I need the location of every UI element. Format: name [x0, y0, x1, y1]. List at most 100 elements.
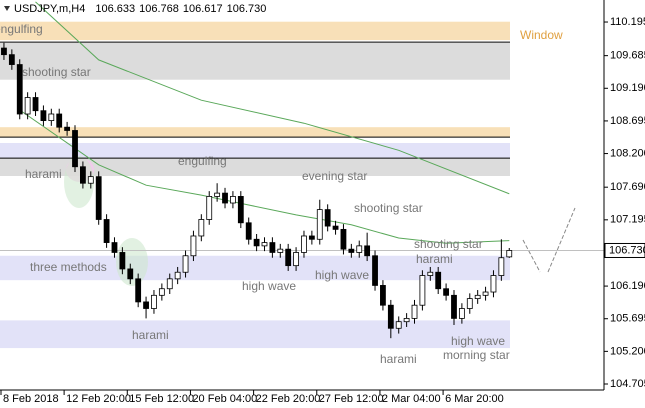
candle-body [166, 278, 173, 290]
x-tick-label: 2 Mar 04:00 [382, 393, 441, 405]
candle-body [293, 252, 299, 267]
x-tick-label: 12 Feb 20:00 [66, 393, 131, 405]
menu-icon [4, 6, 10, 11]
candle-body [372, 255, 378, 286]
candle-body [24, 97, 31, 115]
candle-body [64, 126, 71, 131]
annotation: engulfing [0, 22, 43, 36]
candle-body [427, 271, 434, 276]
candle-body [435, 271, 442, 290]
projection [547, 207, 576, 273]
candle-body [230, 196, 236, 204]
quote: 106.768 [139, 3, 179, 15]
quote: 106.617 [183, 3, 223, 15]
annotation: shooting star [414, 237, 483, 251]
highlight [64, 156, 94, 208]
candle-body [48, 113, 55, 121]
y-tick-label: 107.195 [610, 214, 645, 226]
annotation: harami [132, 328, 169, 342]
candle-body [285, 248, 292, 267]
annotation: evening star [302, 169, 367, 183]
candle-body [111, 242, 118, 253]
y-tick-label: 105.200 [610, 345, 645, 357]
candle-body [158, 288, 165, 296]
candle-body [174, 271, 181, 280]
x-tick-label: 15 Feb 12:00 [129, 393, 194, 405]
price-box [604, 242, 645, 258]
candle-body [253, 238, 260, 247]
candle-body [245, 222, 252, 240]
projection [522, 239, 541, 273]
candle-body [419, 275, 426, 306]
x-tick-label: 20 Feb 04:00 [192, 393, 257, 405]
candle-body [87, 176, 94, 184]
candle-body [451, 294, 457, 319]
annotation: morning star [443, 348, 510, 362]
symbol: USDJPY,m,H4 [14, 3, 85, 15]
zone [0, 21, 510, 41]
candle-body [474, 294, 481, 300]
candle-body [340, 228, 347, 250]
moving-average [35, 1, 510, 195]
zone [0, 42, 510, 80]
zone [0, 158, 510, 176]
candle-body [356, 245, 363, 253]
y-tick-label: 109.685 [610, 50, 645, 62]
candle-body [316, 209, 323, 240]
annotation: shooting star [22, 65, 91, 79]
candle-body [8, 54, 15, 65]
annotation: engulfing [178, 154, 227, 168]
candle-body [395, 321, 402, 329]
x-tick-label: 8 Feb 2018 [3, 393, 59, 405]
candle-body [364, 245, 371, 257]
candle-body [95, 176, 102, 220]
annotation: three methods [30, 260, 107, 274]
candle-body [143, 301, 149, 309]
candle-body [190, 235, 197, 257]
y-tick-label: 108.695 [610, 115, 645, 127]
annotation: harami [416, 252, 453, 266]
candle-body [380, 285, 386, 306]
annotation: harami [380, 352, 417, 366]
candle-body [277, 248, 284, 253]
candle-body [498, 257, 505, 276]
candle-body [403, 317, 410, 323]
candle-body [269, 242, 276, 253]
candle-body [324, 209, 331, 227]
candle-body [198, 219, 205, 237]
candle-body [458, 308, 465, 319]
candle-body [214, 192, 221, 197]
candle-body [443, 288, 449, 296]
zone [0, 127, 510, 138]
candle-body [466, 298, 473, 309]
zone [0, 320, 510, 349]
y-tick-label: 104.705 [610, 378, 645, 390]
annotation: high wave [451, 334, 505, 348]
quote: 106.730 [227, 3, 267, 15]
y-tick-label: 110.195 [610, 16, 645, 28]
zone [0, 143, 510, 159]
candle-body [490, 275, 497, 293]
candle-body [80, 166, 86, 184]
candle-body [72, 130, 78, 168]
candle-body [103, 219, 110, 243]
candle-body [151, 294, 157, 309]
candle-body [32, 97, 39, 112]
candle-body [308, 235, 315, 240]
candle-body [119, 252, 126, 270]
x-tick-label: 22 Feb 20:00 [256, 393, 321, 405]
y-tick-label: 106.190 [610, 280, 645, 292]
candle-body [127, 268, 134, 280]
candle-body [56, 113, 63, 128]
x-tick-label: 27 Feb 12:00 [319, 393, 384, 405]
header: USDJPY,m,H4 106.633 106.768 106.617 106.730 [14, 3, 266, 15]
candle-body [182, 255, 189, 273]
annotation: high wave [315, 268, 369, 282]
quote: 106.633 [95, 3, 135, 15]
annotation: high wave [242, 279, 296, 293]
price-label: 106.730 [609, 244, 645, 256]
candle-body [222, 192, 228, 204]
candle-body [237, 196, 244, 224]
annotation: Window [520, 28, 563, 42]
